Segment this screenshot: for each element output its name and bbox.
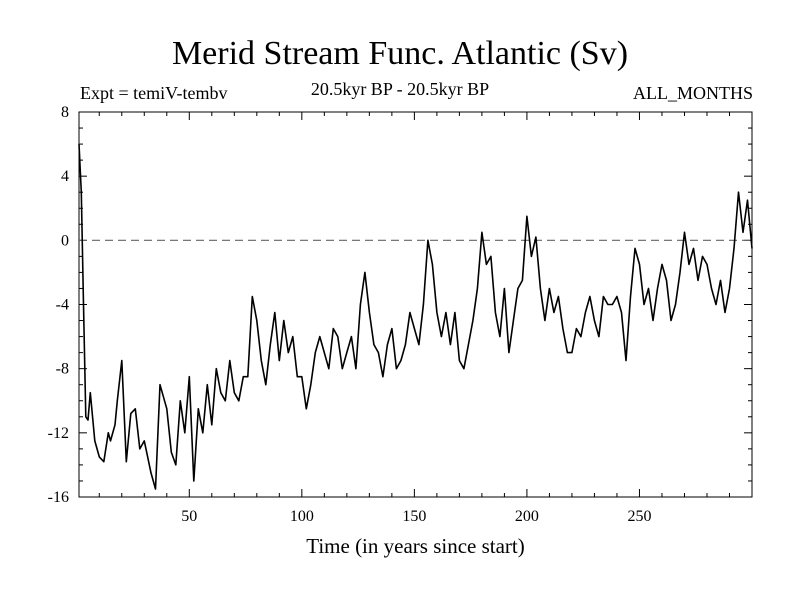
x-tick-label: 100 (290, 508, 314, 525)
series-line (78, 144, 753, 490)
x-tick-label: 150 (402, 508, 426, 525)
y-tick-label: 8 (61, 104, 69, 121)
y-tick-label: 4 (61, 168, 69, 185)
expt-label: Expt = temiV-tembv (80, 83, 228, 103)
period-label: 20.5kyr BP - 20.5kyr BP (310, 79, 490, 99)
chart-title: Merid Stream Func. Atlantic (Sv) (171, 35, 629, 72)
x-tick-label: 50 (181, 508, 197, 525)
y-tick-label: -8 (56, 361, 69, 378)
y-tick-label: -16 (48, 489, 69, 506)
y-tick-label: -12 (48, 425, 69, 442)
y-tick-label: -4 (56, 297, 69, 314)
x-tick-label: 200 (515, 508, 539, 525)
months-label: ALL_MONTHS (633, 83, 753, 103)
x-tick-label: 250 (627, 508, 651, 525)
x-axis-label: Time (in years since start) (306, 534, 525, 558)
y-tick-label: 0 (61, 232, 69, 249)
